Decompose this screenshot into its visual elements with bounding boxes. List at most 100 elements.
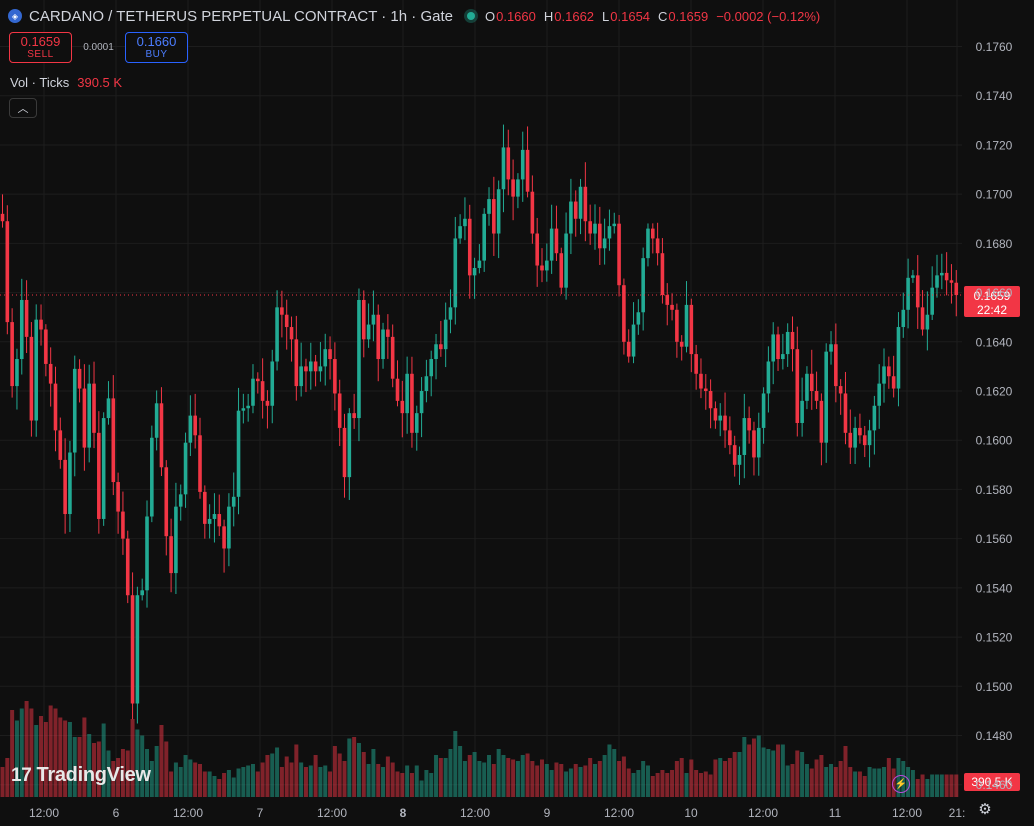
candle[interactable] (525, 126, 530, 198)
candle[interactable] (467, 204, 472, 299)
candle[interactable] (670, 293, 674, 321)
candle[interactable] (347, 408, 352, 500)
candle[interactable] (915, 255, 920, 329)
chart-title[interactable]: CARDANO / TETHERUS PERPETUAL CONTRACT · … (29, 7, 453, 25)
candle[interactable] (516, 173, 520, 209)
candle[interactable] (598, 206, 602, 266)
candle[interactable] (520, 131, 525, 202)
candle[interactable] (284, 299, 289, 350)
candle[interactable] (400, 380, 405, 438)
candle[interactable] (872, 395, 877, 455)
candle[interactable] (882, 348, 886, 403)
candle[interactable] (906, 258, 910, 329)
candle[interactable] (761, 387, 766, 444)
candle[interactable] (655, 222, 660, 266)
candle[interactable] (800, 377, 804, 437)
candle[interactable] (333, 342, 337, 411)
candle[interactable] (646, 223, 650, 267)
candle[interactable] (323, 333, 328, 386)
candle[interactable] (207, 504, 212, 539)
candle[interactable] (19, 278, 24, 375)
sell-button[interactable]: 0.1659 SELL (9, 32, 72, 63)
candle[interactable] (174, 482, 178, 594)
candle[interactable] (125, 530, 130, 604)
candle[interactable] (564, 212, 568, 300)
candle[interactable] (752, 421, 756, 476)
candle[interactable] (723, 392, 727, 448)
candle[interactable] (492, 176, 496, 256)
candle[interactable] (747, 406, 751, 444)
candle[interactable] (453, 216, 458, 325)
candle[interactable] (944, 252, 949, 296)
candle[interactable] (896, 312, 901, 407)
candle[interactable] (443, 302, 448, 368)
candle[interactable] (925, 291, 930, 351)
candle[interactable] (227, 493, 231, 567)
candle[interactable] (689, 298, 694, 373)
candle[interactable] (795, 326, 800, 437)
candle[interactable] (641, 247, 645, 331)
candle[interactable] (275, 290, 279, 371)
candle[interactable] (0, 194, 5, 228)
candle[interactable] (63, 438, 67, 534)
candle[interactable] (742, 393, 747, 479)
candle[interactable] (24, 280, 29, 353)
candle[interactable] (424, 359, 429, 403)
candle[interactable] (545, 243, 549, 282)
candle[interactable] (463, 197, 467, 241)
candle[interactable] (434, 333, 438, 380)
candle[interactable] (342, 413, 347, 498)
candle[interactable] (824, 343, 829, 463)
candle[interactable] (101, 412, 106, 526)
candle[interactable] (44, 324, 48, 377)
candle[interactable] (458, 214, 462, 244)
candle[interactable] (949, 264, 954, 304)
candle[interactable] (675, 303, 679, 358)
candle[interactable] (819, 393, 824, 466)
candle[interactable] (381, 322, 385, 369)
candle[interactable] (583, 162, 588, 242)
candle[interactable] (154, 390, 159, 451)
candle[interactable] (111, 375, 116, 496)
candle[interactable] (376, 304, 381, 382)
candle[interactable] (410, 356, 414, 448)
candle[interactable] (573, 190, 578, 237)
candle[interactable] (626, 329, 631, 363)
candle[interactable] (313, 354, 318, 387)
candle[interactable] (838, 379, 843, 415)
candle[interactable] (694, 344, 698, 390)
candle[interactable] (371, 290, 376, 342)
candle[interactable] (150, 425, 154, 523)
candle[interactable] (308, 342, 313, 390)
candle[interactable] (954, 270, 959, 317)
candle[interactable] (328, 336, 332, 380)
candle[interactable] (511, 159, 515, 221)
candle[interactable] (853, 416, 857, 464)
candle[interactable] (891, 355, 896, 398)
candle[interactable] (540, 248, 544, 283)
candle[interactable] (72, 355, 77, 477)
candle[interactable] (260, 358, 265, 419)
candle[interactable] (911, 269, 915, 283)
candle[interactable] (506, 129, 511, 196)
candle[interactable] (785, 323, 790, 367)
candle[interactable] (217, 494, 222, 536)
candle[interactable] (732, 435, 737, 477)
candle[interactable] (251, 364, 255, 414)
candle[interactable] (405, 356, 409, 434)
candle[interactable] (776, 326, 780, 371)
candle[interactable] (361, 290, 366, 358)
candle[interactable] (68, 440, 72, 533)
candle[interactable] (858, 413, 862, 444)
candle[interactable] (482, 208, 486, 272)
candle[interactable] (887, 356, 891, 389)
candle[interactable] (188, 395, 193, 457)
candle[interactable] (337, 379, 342, 447)
candle[interactable] (289, 316, 294, 362)
candle[interactable] (805, 366, 809, 410)
candle[interactable] (781, 333, 785, 370)
candle[interactable] (530, 175, 535, 244)
candle[interactable] (92, 361, 96, 449)
gear-icon[interactable]: ⚙ (978, 801, 992, 818)
